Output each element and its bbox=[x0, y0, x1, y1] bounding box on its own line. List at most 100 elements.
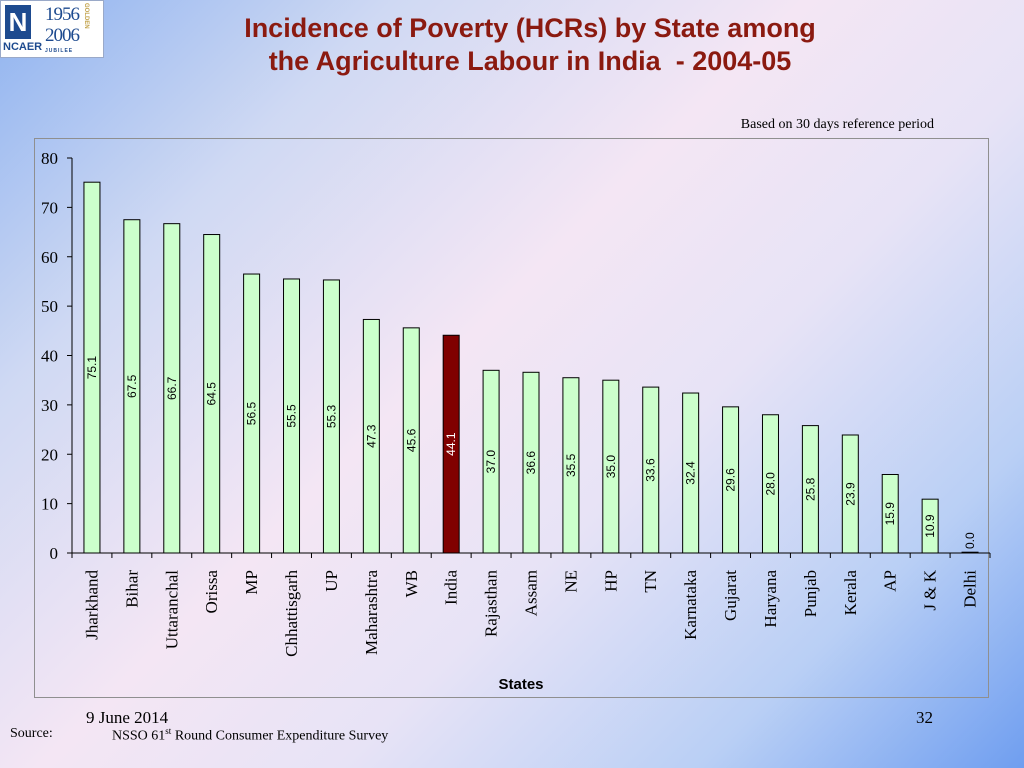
bar bbox=[841, 434, 859, 554]
bar-data-label: 47.3 bbox=[364, 424, 378, 448]
bar bbox=[163, 223, 181, 554]
bar bbox=[322, 279, 340, 554]
source-text-sup: st bbox=[165, 726, 172, 736]
source-label: Source: bbox=[10, 726, 53, 741]
y-tick-label: 80 bbox=[41, 149, 58, 168]
bar bbox=[602, 379, 620, 554]
ncaer-golden-jubilee-logo: N NCAER 1956 2006 GOLDEN JUBILEE bbox=[0, 0, 104, 58]
bar-data-label: 66.7 bbox=[165, 376, 179, 400]
x-category-label: Uttaranchal bbox=[162, 570, 181, 650]
bar-data-label: 67.5 bbox=[125, 374, 139, 398]
logo-tag: GOLDEN bbox=[83, 3, 89, 29]
chart-frame bbox=[34, 138, 989, 698]
page-number: 32 bbox=[916, 708, 933, 727]
bar bbox=[522, 371, 540, 554]
source-text-post: Round Consumer Expenditure Survey bbox=[171, 728, 389, 744]
x-category-label: Bihar bbox=[122, 570, 141, 608]
slide-date: 9 June 2014 bbox=[86, 708, 169, 727]
bar-data-label: 75.1 bbox=[85, 356, 99, 380]
x-category-label: J & K bbox=[921, 569, 940, 610]
y-tick-label: 60 bbox=[41, 248, 58, 267]
bar bbox=[83, 181, 101, 554]
bar-data-label: 25.8 bbox=[803, 477, 817, 501]
bar bbox=[123, 219, 141, 554]
x-category-label: India bbox=[442, 570, 461, 605]
bar-data-label: 55.3 bbox=[324, 404, 338, 428]
x-category-label: Assam bbox=[522, 570, 541, 616]
x-category-label: Punjab bbox=[801, 570, 820, 617]
bar-data-label: 55.5 bbox=[285, 404, 299, 428]
x-category-label: Jharkhand bbox=[82, 570, 101, 640]
bar-data-label: 10.9 bbox=[923, 514, 937, 538]
x-category-label: Kerala bbox=[841, 570, 860, 616]
bar bbox=[801, 425, 819, 554]
bar-data-label: 56.5 bbox=[245, 402, 259, 426]
x-category-label: Gujarat bbox=[721, 570, 740, 621]
bar-data-label: 0.0 bbox=[963, 532, 977, 549]
x-category-label: Karnataka bbox=[681, 570, 700, 640]
logo-org-name: NCAER bbox=[3, 41, 43, 53]
bar-data-label: 36.6 bbox=[524, 451, 538, 475]
bar-data-label: 44.1 bbox=[444, 432, 458, 456]
y-tick-label: 20 bbox=[41, 445, 58, 464]
bar-data-label: 29.6 bbox=[724, 468, 738, 492]
bar bbox=[243, 273, 261, 554]
logo-year-end: 2006 bbox=[45, 25, 80, 46]
slide-title: Incidence of Poverty (HCRs) by State amo… bbox=[150, 12, 910, 78]
x-category-label: Haryana bbox=[761, 570, 780, 628]
bar-data-label: 35.0 bbox=[604, 455, 618, 479]
x-axis-title: States bbox=[498, 676, 543, 693]
bar-data-label: 23.9 bbox=[843, 482, 857, 506]
bar-data-label: 35.5 bbox=[564, 453, 578, 477]
logo-years: 1956 2006 bbox=[45, 4, 80, 46]
bar-data-label: 28.0 bbox=[763, 472, 777, 496]
x-category-label: NE bbox=[561, 570, 580, 593]
x-category-label: TN bbox=[641, 570, 660, 593]
x-category-label: HP bbox=[601, 570, 620, 592]
y-tick-label: 50 bbox=[41, 297, 58, 316]
slide-title-line-1: Incidence of Poverty (HCRs) by State amo… bbox=[244, 13, 816, 43]
bar bbox=[682, 392, 700, 554]
bar bbox=[921, 498, 939, 554]
bar-data-label: 37.0 bbox=[484, 450, 498, 474]
x-category-label: Chhattisgarh bbox=[282, 570, 301, 657]
source-text-pre: NSSO 61 bbox=[112, 728, 166, 744]
x-category-label: Delhi bbox=[961, 570, 980, 608]
bar-data-label: 15.9 bbox=[883, 502, 897, 526]
y-tick-label: 10 bbox=[41, 495, 58, 514]
bar bbox=[642, 386, 660, 554]
bar bbox=[362, 318, 380, 554]
logo-foot: JUBILEE bbox=[45, 48, 74, 54]
logo-n-mark: N bbox=[5, 5, 31, 39]
bar-data-label: 45.6 bbox=[404, 428, 418, 452]
bar-data-label: 32.4 bbox=[684, 461, 698, 485]
bar bbox=[961, 551, 979, 554]
logo-year-start: 1956 bbox=[45, 4, 80, 25]
bar bbox=[722, 406, 740, 554]
x-category-label: AP bbox=[881, 570, 900, 592]
bar bbox=[203, 234, 221, 554]
y-tick-label: 0 bbox=[50, 544, 59, 563]
bar bbox=[881, 473, 899, 554]
x-category-label: Rajasthan bbox=[482, 570, 501, 638]
bar bbox=[402, 327, 420, 554]
bar bbox=[761, 414, 779, 554]
x-category-label: MP bbox=[242, 570, 261, 595]
bar-data-label: 64.5 bbox=[205, 382, 219, 406]
bar bbox=[482, 369, 500, 554]
bar bbox=[562, 377, 580, 554]
bar bbox=[283, 278, 301, 554]
y-tick-label: 40 bbox=[41, 347, 58, 366]
bar-data-label: 33.6 bbox=[644, 458, 658, 482]
reference-period-note: Based on 30 days reference period bbox=[740, 117, 934, 132]
x-category-label: Orissa bbox=[202, 570, 221, 614]
x-category-label: WB bbox=[402, 570, 421, 597]
bar bbox=[442, 334, 460, 554]
y-tick-label: 70 bbox=[41, 198, 58, 217]
x-category-label: Maharashtra bbox=[362, 570, 381, 655]
source-text: NSSO 61st Round Consumer Expenditure Sur… bbox=[112, 726, 388, 745]
x-category-label: UP bbox=[322, 570, 341, 592]
y-tick-label: 30 bbox=[41, 396, 58, 415]
slide-title-line-2: the Agriculture Labour in India - 2004-0… bbox=[268, 46, 792, 76]
